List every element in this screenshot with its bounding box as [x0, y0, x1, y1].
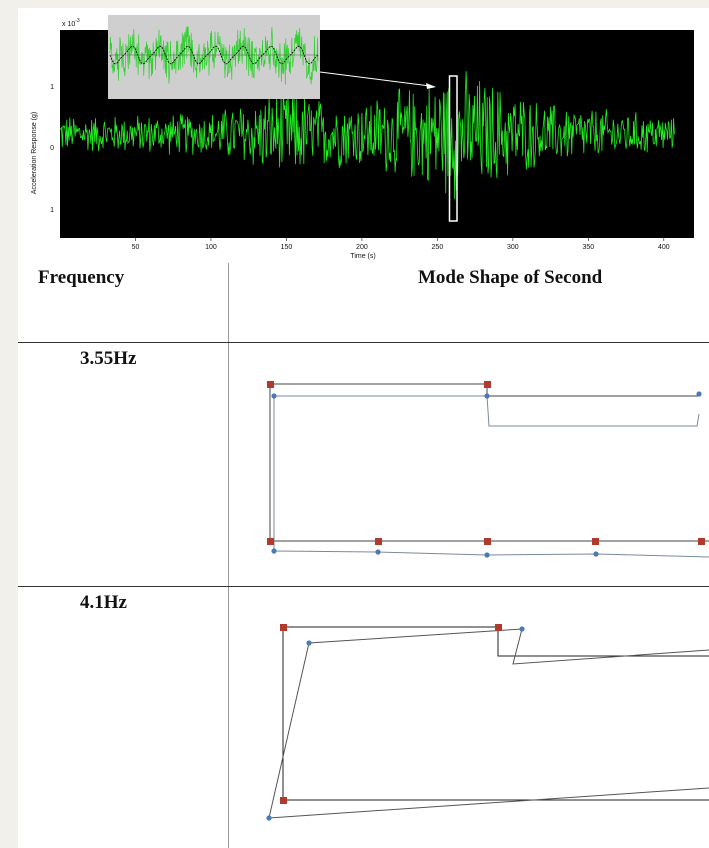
frequency-column-header: Frequency: [38, 267, 125, 288]
inset-filtered-trace: [109, 45, 319, 65]
x-tick-label: 300: [507, 244, 519, 251]
deformed-frame: [273, 550, 709, 558]
zoom-arrow: [319, 71, 431, 87]
undeformed-node: [280, 624, 287, 631]
mode-shape-column-header: Mode Shape of Second: [418, 267, 603, 288]
x-tick-label: 200: [356, 244, 368, 251]
signal-series-line: [59, 71, 675, 200]
undeformed-frame: [270, 383, 698, 397]
deformed-node: [696, 391, 702, 397]
x-axis-label: Time (s): [350, 253, 375, 260]
frequency-value: 4.1Hz: [80, 592, 127, 613]
x-tick-label: 350: [582, 244, 594, 251]
deformed-node: [271, 393, 277, 399]
deformed-node: [593, 551, 599, 557]
deformed-frame: [274, 395, 700, 427]
deformed-node: [519, 626, 525, 632]
y-tick-label: 1: [50, 84, 54, 91]
signal-trace: [59, 71, 675, 200]
exponent-label: x 10-3: [62, 18, 80, 28]
highlight-window: [448, 75, 458, 222]
y-axis-label: Acceleration Response (g): [31, 112, 38, 195]
row-divider: [18, 586, 709, 587]
inset-noisy-trace: [109, 26, 319, 85]
x-tick-label: 150: [281, 244, 293, 251]
deformed-node: [306, 640, 312, 646]
deformed-node: [484, 552, 490, 558]
y-tick-label: 0: [50, 145, 54, 152]
row-divider: [18, 342, 709, 343]
zoom-arrowhead: [426, 83, 436, 89]
deformed-node: [375, 549, 381, 555]
undeformed-node: [280, 797, 287, 804]
frequency-value: 3.55Hz: [80, 348, 137, 369]
paper-page: x 10-3 Acceleration Response (g) 1 0 1 5…: [18, 8, 709, 848]
mode-shape-diagram: [266, 624, 709, 821]
undeformed-node: [592, 538, 599, 545]
undeformed-node: [484, 381, 491, 388]
deformed-node: [271, 548, 277, 554]
x-tick-label: 50: [132, 244, 140, 251]
deformed-node: [266, 815, 272, 821]
undeformed-node: [484, 538, 491, 545]
deformed-frame: [268, 628, 709, 819]
x-axis-ticks: 50 100 150 200 250 300 350 400: [132, 238, 670, 251]
undeformed-node: [698, 538, 705, 545]
deformed-node: [484, 393, 490, 399]
undeformed-frame: [283, 626, 709, 657]
undeformed-node: [267, 538, 274, 545]
column-divider: [228, 263, 229, 848]
mode-shape-diagram: [267, 381, 709, 558]
x-tick-label: 250: [432, 244, 444, 251]
x-tick-label: 100: [205, 244, 217, 251]
y-tick-label: 1: [50, 207, 54, 214]
zoom-inset-trace: [109, 26, 319, 85]
x-tick-label: 400: [658, 244, 670, 251]
undeformed-node: [495, 624, 502, 631]
deformed-frame: [268, 787, 709, 819]
acceleration-response-figure: x 10-3 Acceleration Response (g) 1 0 1 5…: [18, 8, 709, 263]
undeformed-node: [375, 538, 382, 545]
undeformed-node: [267, 381, 274, 388]
